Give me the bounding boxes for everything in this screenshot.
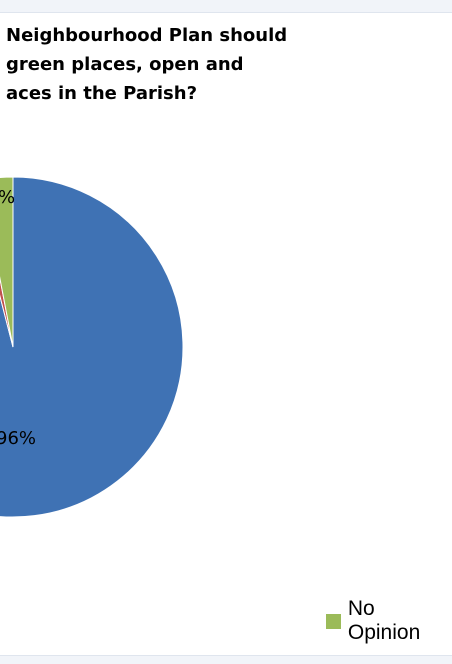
legend-item-no-opinion: No Opinion bbox=[326, 597, 452, 645]
window-frame-top bbox=[0, 0, 452, 13]
chart-title: Neighbourhood Plan should green places, … bbox=[6, 25, 288, 104]
window-frame-bottom bbox=[0, 655, 452, 664]
legend-label: No Opinion bbox=[347, 597, 421, 644]
pie-slice-2 bbox=[0, 176, 14, 348]
pie-slice-0 bbox=[0, 176, 184, 518]
data-label-0: 96% bbox=[0, 428, 36, 449]
data-label-2: % bbox=[0, 187, 15, 208]
legend-swatch bbox=[326, 613, 341, 629]
